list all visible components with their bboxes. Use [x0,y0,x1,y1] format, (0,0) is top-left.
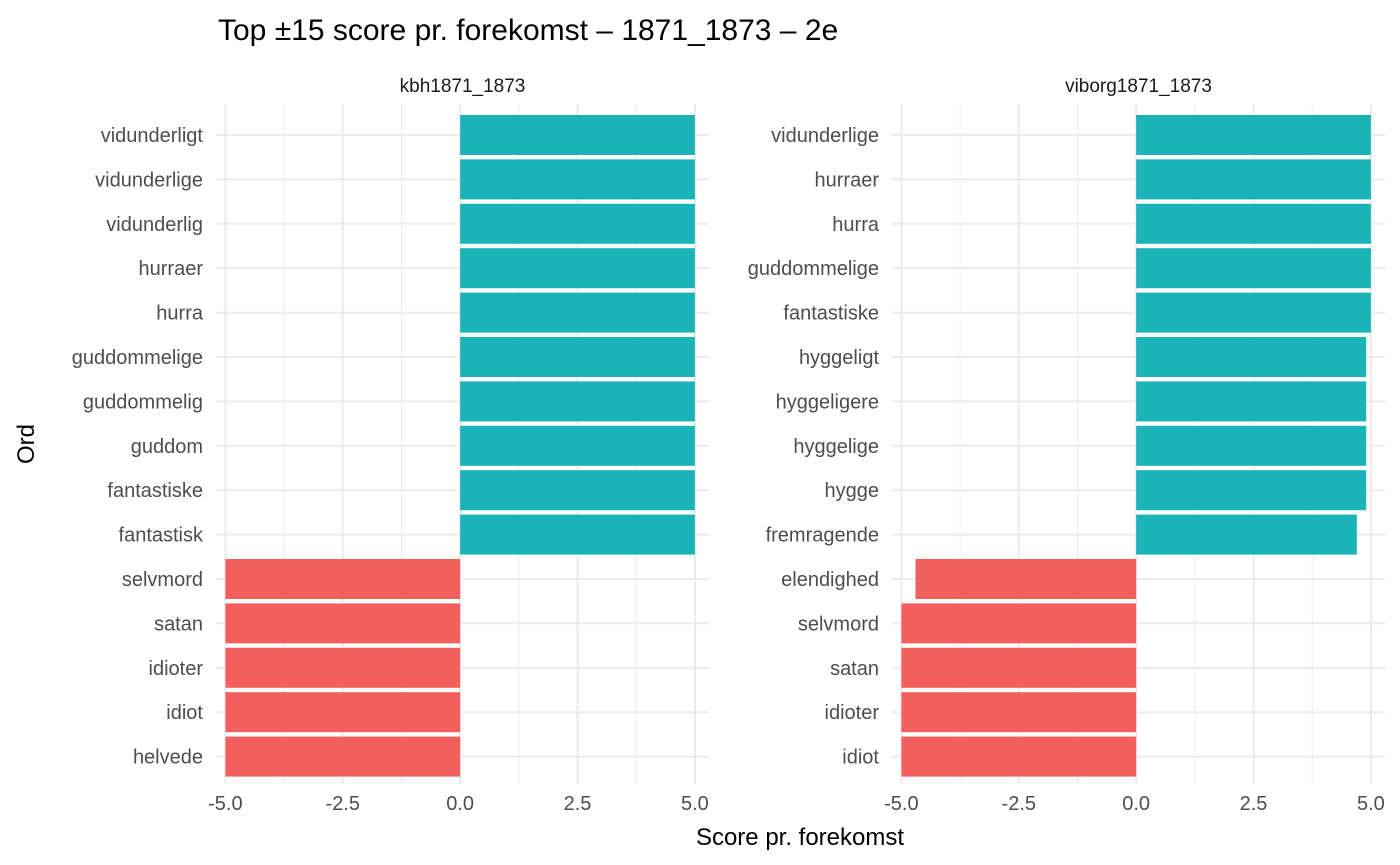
panel-1: vidunderligt vidunderlige vidunderlig hurra… [72,76,709,815]
category-label: hyggeligt [799,347,880,369]
bar-idiot [225,692,461,733]
category-label: hurra [156,303,204,325]
x-tick-label: -5.0 [884,793,918,815]
bar-hyggeligere [1136,381,1367,422]
bar-hurraer [1136,159,1371,200]
x-tick-label: 2.5 [564,793,592,815]
category-label: idioter [149,658,204,680]
bar-hyggeligt [1136,337,1367,377]
bar-fremragende [1136,514,1357,555]
category-label: fantastiske [783,303,879,325]
x-tick-label: 0.0 [446,793,474,815]
category-label: fantastiske [107,480,203,502]
category-label: idiot [166,702,203,724]
category-label: hurraer [815,169,880,191]
category-label: satan [830,658,879,680]
x-tick-label: 5.0 [1357,793,1385,815]
bar-guddom [460,425,695,466]
bar-selvmord [901,603,1137,644]
bar-helvede [225,736,461,777]
panels: vidunderligt vidunderlige vidunderlig hurra… [72,76,1385,815]
panel-2: vidunderlige hurraer hurra guddommelige fant… [748,76,1385,815]
category-label: guddommelig [83,391,203,413]
bar-idiot [901,736,1137,777]
bar-vidunderlige [1136,115,1371,155]
bar-vidunderligt [460,115,695,155]
bar-fantastiske [460,470,695,511]
category-label: hygge [825,480,880,502]
category-label: fantastisk [119,525,204,547]
category-label: helvede [133,747,203,769]
category-label: selvmord [798,613,879,635]
bar-vidunderlige [460,159,695,200]
bar-fantastisk [460,514,695,555]
category-label: idioter [825,702,880,724]
category-label: satan [154,613,203,635]
category-label: hurra [832,214,880,236]
panel-strip-label: kbh1871_1873 [400,76,526,97]
category-label: guddommelige [72,347,203,369]
category-label: vidunderlig [106,214,203,236]
bar-idioter [901,692,1137,733]
x-tick-label: -2.5 [1002,793,1036,815]
category-label: hyggeligere [776,391,879,413]
category-label: vidunderlige [95,169,203,191]
x-tick-label: -2.5 [326,793,360,815]
category-label: hyggelige [793,436,879,458]
x-tick-label: 0.0 [1122,793,1150,815]
chart-title: Top ±15 score pr. forekomst – 1871_1873 … [218,14,838,47]
bar-satan [901,647,1137,688]
bar-hurra [460,292,695,333]
category-label: elendighed [781,569,879,591]
bar-selvmord [225,559,461,599]
bar-vidunderlig [460,203,695,244]
bar-hurraer [460,248,695,289]
category-label: selvmord [122,569,203,591]
category-label: fremragende [766,525,879,547]
panel-strip-label: viborg1871_1873 [1065,76,1212,97]
bar-elendighed [915,559,1137,599]
category-label: idiot [842,747,879,769]
bar-fantastiske [1136,292,1371,333]
bar-idioter [225,647,461,688]
bar-hyggelige [1136,425,1367,466]
y-axis-title: Ord [13,424,40,464]
bar-guddommelig [460,381,695,422]
x-tick-label: 5.0 [681,793,709,815]
x-axis-title: Score pr. forekomst [696,824,904,851]
category-label: guddommelige [748,258,879,280]
category-label: vidunderligt [101,125,204,147]
category-label: vidunderlige [771,125,879,147]
bar-guddommelige [460,337,695,377]
bar-hygge [1136,470,1367,511]
category-label: hurraer [139,258,204,280]
category-label: guddom [131,436,203,458]
bar-satan [225,603,461,644]
x-tick-label: -5.0 [208,793,242,815]
bar-guddommelige [1136,248,1371,289]
x-tick-label: 2.5 [1240,793,1268,815]
bar-hurra [1136,203,1371,244]
